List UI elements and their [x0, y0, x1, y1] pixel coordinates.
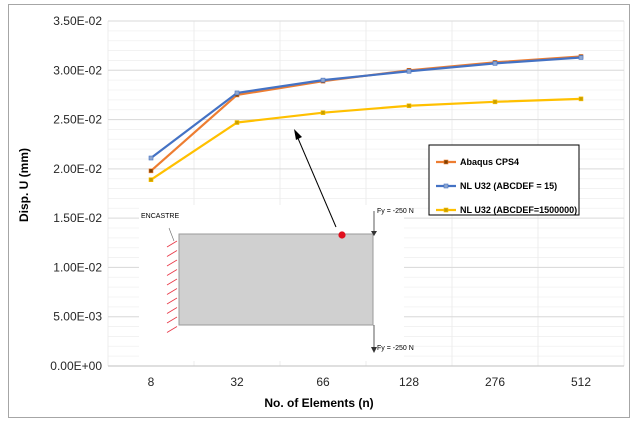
legend: Abaqus CPS4 NL U32 (ABCDEF = 15) NL U32 (A… [428, 144, 580, 216]
x-tick-label: 66 [316, 375, 330, 389]
data-point [148, 177, 154, 182]
measurement-point-marker [338, 231, 346, 239]
x-tick-label: 128 [399, 375, 419, 389]
hatch-line [166, 307, 178, 314]
x-tick-label: 512 [571, 375, 591, 389]
y-tick-label: 3.00E-02 [53, 63, 102, 77]
encastre-label: ENCASTRE [141, 213, 179, 220]
legend-swatch-marker [443, 159, 449, 165]
load-arrow-top-head [371, 231, 377, 236]
y-tick-label: 0.00E+00 [50, 359, 102, 373]
load-label-top: Fy = -250 N [377, 208, 414, 215]
data-point [406, 103, 412, 109]
legend-label: Abaqus CPS4 [460, 157, 519, 167]
y-tick-label: 2.50E-02 [53, 113, 102, 127]
load-label-bottom: Fy = -250 N [377, 345, 414, 352]
data-point [234, 90, 240, 96]
data-point [148, 155, 154, 161]
x-tick-label: 276 [485, 375, 505, 389]
y-tick-label: 5.00E-03 [53, 310, 102, 324]
plate [178, 233, 374, 326]
line-chart: 0.00E+00 5.00E-03 1.00E-02 1.50E-02 2.00E-02… [17, 14, 625, 410]
legend-label: NL U32 (ABCDEF=1500000) [460, 205, 577, 215]
y-tick-labels: 0.00E+00 5.00E-03 1.00E-02 1.50E-02 2.00E-02… [50, 14, 102, 373]
data-point [578, 96, 584, 102]
hatch-line [166, 288, 178, 295]
y-tick-label: 3.50E-02 [53, 14, 102, 28]
x-axis-title: No. of Elements (n) [264, 396, 373, 410]
data-point [406, 68, 412, 74]
hatch-line [166, 278, 178, 286]
data-point [492, 61, 498, 66]
hatch-line [166, 297, 178, 305]
y-tick-label: 1.00E-02 [53, 260, 102, 274]
encastre-hatching [166, 240, 178, 333]
data-point [492, 99, 498, 105]
y-tick-label: 1.50E-02 [53, 211, 102, 225]
legend-swatch-marker [443, 183, 449, 189]
inset-diagram: ENCASTRE Fy = -250 N Fy = -250 N [139, 129, 414, 361]
hatch-line [166, 259, 178, 267]
support-leader-line [168, 227, 175, 242]
y-tick-label: 2.00E-02 [53, 162, 102, 176]
legend-swatch-marker [443, 207, 449, 213]
data-point [234, 120, 240, 125]
series-line-1 [150, 56, 582, 159]
x-tick-label: 8 [148, 375, 155, 389]
data-point [148, 168, 154, 174]
hatch-line [166, 269, 178, 276]
hatch-line [166, 250, 178, 257]
data-point [320, 77, 326, 83]
hatch-line [166, 316, 178, 324]
hatch-line [166, 326, 178, 333]
legend-box [428, 144, 580, 216]
series-line-2 [150, 97, 582, 181]
load-arrow-bottom-head [371, 347, 377, 353]
y-axis-title: Disp. U (mm) [17, 148, 31, 222]
series-lines [148, 54, 584, 182]
hatch-line [166, 240, 178, 248]
pointer-arrow-line [296, 135, 337, 228]
legend-label: NL U32 (ABCDEF = 15) [460, 181, 557, 191]
pointer-arrow-head [294, 129, 302, 140]
data-point [578, 55, 584, 60]
x-tick-label: 32 [230, 375, 244, 389]
x-tick-labels: 8 32 66 128 276 512 [148, 375, 592, 389]
data-point [320, 110, 326, 115]
chart-frame: 0.00E+00 5.00E-03 1.00E-02 1.50E-02 2.00E-02… [8, 4, 630, 418]
